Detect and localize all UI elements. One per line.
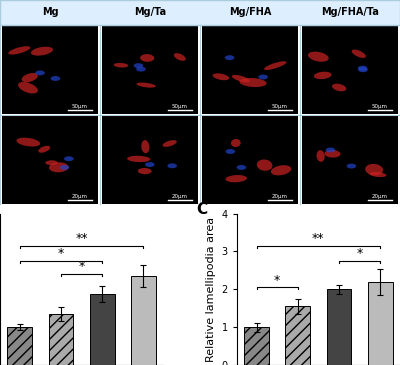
Ellipse shape <box>316 150 325 162</box>
Text: 50μm: 50μm <box>172 104 188 108</box>
FancyBboxPatch shape <box>302 116 398 204</box>
Ellipse shape <box>140 54 154 62</box>
Ellipse shape <box>18 82 38 93</box>
Circle shape <box>226 149 235 154</box>
Circle shape <box>347 164 356 169</box>
Circle shape <box>60 165 69 170</box>
Bar <box>244 327 269 365</box>
Bar <box>327 289 351 365</box>
Circle shape <box>145 162 155 167</box>
Text: *: * <box>356 247 363 260</box>
Ellipse shape <box>38 146 50 153</box>
Bar <box>131 276 156 365</box>
FancyBboxPatch shape <box>0 0 400 24</box>
Ellipse shape <box>232 75 250 82</box>
Ellipse shape <box>22 73 38 82</box>
Ellipse shape <box>127 156 150 162</box>
Circle shape <box>167 164 177 168</box>
Ellipse shape <box>212 73 229 80</box>
Circle shape <box>258 74 268 80</box>
Text: *: * <box>274 274 280 287</box>
Text: Mg/Ta: Mg/Ta <box>134 7 166 17</box>
Ellipse shape <box>162 140 177 147</box>
FancyBboxPatch shape <box>202 26 298 114</box>
Circle shape <box>225 55 234 60</box>
Ellipse shape <box>314 72 332 79</box>
Circle shape <box>134 63 143 68</box>
Ellipse shape <box>8 46 30 54</box>
Text: A: A <box>4 6 16 21</box>
Text: 50μm: 50μm <box>372 104 388 108</box>
Ellipse shape <box>138 168 152 174</box>
Text: 50μm: 50μm <box>72 104 88 108</box>
Text: *: * <box>58 247 64 260</box>
Bar <box>368 282 392 365</box>
Circle shape <box>50 76 60 81</box>
Text: *: * <box>78 261 85 273</box>
Ellipse shape <box>369 172 386 177</box>
Circle shape <box>35 70 45 75</box>
Bar <box>285 306 310 365</box>
FancyBboxPatch shape <box>202 116 298 204</box>
Ellipse shape <box>257 160 272 171</box>
Text: 20μm: 20μm <box>72 193 88 199</box>
Y-axis label: Relative lamellipodia area: Relative lamellipodia area <box>206 217 216 362</box>
Ellipse shape <box>308 51 329 62</box>
Circle shape <box>358 66 367 70</box>
FancyBboxPatch shape <box>102 26 198 114</box>
Circle shape <box>64 156 74 161</box>
Ellipse shape <box>136 82 156 88</box>
Ellipse shape <box>324 150 340 158</box>
Text: **: ** <box>312 232 325 245</box>
Ellipse shape <box>365 164 383 175</box>
Ellipse shape <box>352 50 366 58</box>
Text: Mg/FHA/Ta: Mg/FHA/Ta <box>321 7 379 17</box>
FancyBboxPatch shape <box>302 26 398 114</box>
Text: C: C <box>196 201 207 216</box>
Text: Mg: Mg <box>42 7 58 17</box>
Text: 50μm: 50μm <box>272 104 288 108</box>
Ellipse shape <box>49 162 68 172</box>
Circle shape <box>358 67 368 72</box>
Text: 20μm: 20μm <box>172 193 188 199</box>
Bar <box>49 314 73 365</box>
Text: 20μm: 20μm <box>272 193 288 199</box>
Ellipse shape <box>141 140 149 153</box>
Ellipse shape <box>239 78 266 87</box>
Text: Mg/FHA: Mg/FHA <box>229 7 271 17</box>
Ellipse shape <box>174 53 186 61</box>
Ellipse shape <box>16 138 40 147</box>
Bar <box>90 294 115 365</box>
Ellipse shape <box>226 175 247 182</box>
Ellipse shape <box>31 47 53 55</box>
Circle shape <box>236 165 246 170</box>
Text: 20μm: 20μm <box>372 193 388 199</box>
FancyBboxPatch shape <box>102 116 198 204</box>
Ellipse shape <box>114 63 128 68</box>
Ellipse shape <box>45 160 58 165</box>
Text: **: ** <box>75 232 88 245</box>
FancyBboxPatch shape <box>2 116 98 204</box>
Circle shape <box>136 67 146 72</box>
FancyBboxPatch shape <box>2 26 98 114</box>
Circle shape <box>326 147 335 153</box>
Ellipse shape <box>332 84 346 91</box>
Ellipse shape <box>231 139 241 147</box>
Ellipse shape <box>271 165 291 175</box>
Ellipse shape <box>264 61 286 70</box>
Bar <box>8 327 32 365</box>
